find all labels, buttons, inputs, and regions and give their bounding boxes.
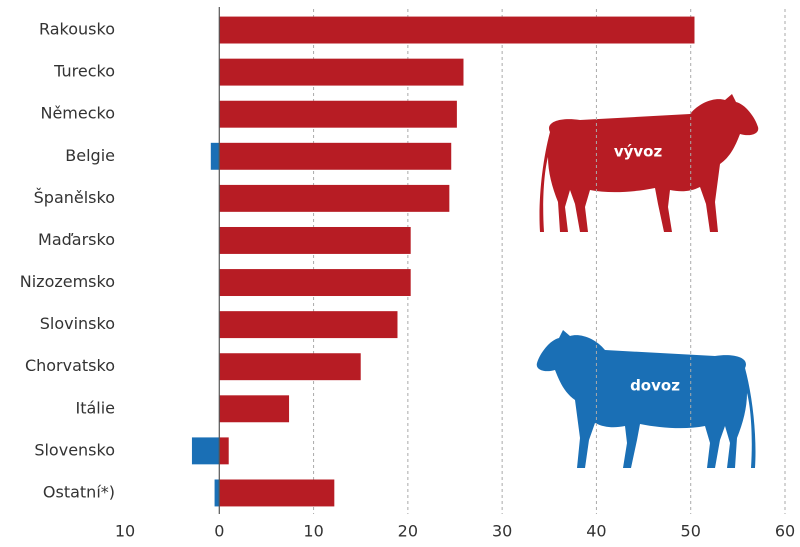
y-tick-label: Ostatní*) [43,482,115,501]
cow-icon [536,330,756,468]
x-tick-label: 10 [303,522,323,541]
y-tick-label: Rakousko [39,20,115,39]
legend-label: dovoz [630,377,680,395]
y-tick-label: Chorvatsko [25,356,115,375]
bar [191,437,220,465]
y-tick-label: Slovinsko [40,314,115,333]
bar [219,353,361,381]
bar [219,479,335,507]
y-tick-label: Belgie [65,146,115,165]
y-tick-label: Nizozemsko [20,272,115,291]
legend-label: vývoz [614,143,663,161]
x-tick-label: 50 [681,522,701,541]
bar [219,100,457,128]
bar [219,437,229,465]
bar [219,311,398,339]
bar [214,479,220,507]
x-tick-label: 20 [398,522,418,541]
bar [219,226,411,254]
x-tick-label: 0 [214,522,224,541]
bar [210,142,220,170]
export-cow [539,94,759,232]
bar [219,58,464,86]
cow-icon [539,94,759,232]
y-tick-label: Turecko [53,62,115,81]
y-tick-label: Maďarsko [38,230,115,249]
bar [219,16,695,44]
x-tick-label: 60 [775,522,795,541]
y-tick-label: Itálie [75,398,115,417]
bar [219,142,452,170]
x-tick-label: 30 [492,522,512,541]
y-tick-label: Německo [40,104,115,123]
y-tick-label: Španělsko [34,188,115,207]
import-cow [536,330,756,468]
bar [219,269,411,297]
bar [219,395,290,423]
x-tick-label: 10 [115,522,135,541]
x-tick-label: 40 [586,522,606,541]
y-tick-label: Slovensko [34,440,115,459]
bar [219,184,450,212]
